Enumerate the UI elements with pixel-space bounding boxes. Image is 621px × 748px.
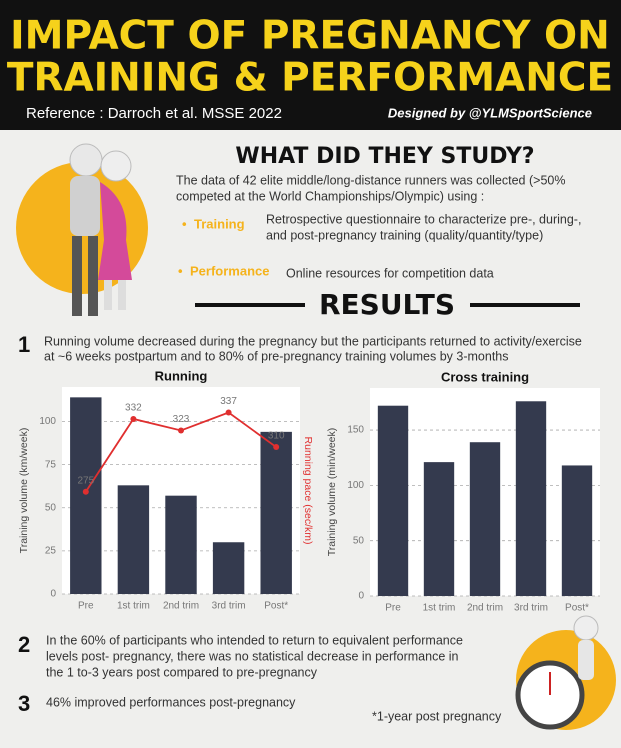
bar	[165, 495, 197, 594]
finding-line: levels post- pregnancy, there was no sta…	[46, 649, 459, 663]
chart-title: Running	[155, 368, 208, 383]
finding-line: In the 60% of participants who intended …	[46, 633, 463, 647]
y2-axis-label: Running pace (sec/km)	[302, 437, 314, 545]
x-tick-label: Post*	[565, 603, 589, 614]
title-line: IMPACT OF PREGNANCY ON	[10, 14, 610, 59]
bar	[117, 485, 150, 594]
bullet: •	[178, 263, 183, 278]
data-label: 275	[77, 475, 94, 486]
finding-number: 1	[18, 332, 30, 357]
y-tick-label: 100	[39, 416, 56, 427]
couple-illustration	[69, 143, 132, 316]
line-point	[82, 488, 89, 495]
x-tick-label: 2nd trim	[467, 603, 503, 614]
item-line: Online resources for competition data	[286, 266, 494, 280]
reference: Reference : Darroch et al. MSSE 2022	[26, 105, 282, 122]
x-tick-label: Pre	[78, 601, 94, 612]
y-tick-label: 150	[347, 425, 364, 436]
finding-line: the 1 to-3 years post compared to pre-pr…	[46, 665, 318, 679]
item-label: Training	[194, 216, 245, 231]
stopwatch-illustration	[515, 615, 616, 730]
data-label: 332	[125, 403, 142, 414]
intro-line: The data of 42 elite middle/long-distanc…	[176, 173, 565, 187]
header-band	[0, 0, 621, 130]
item-line: Retrospective questionnaire to character…	[266, 212, 581, 226]
finding-line: 46% improved performances post-pregnancy	[46, 695, 296, 709]
intro-line: competed at the World Championships/Olym…	[176, 189, 484, 203]
x-tick-label: Pre	[385, 603, 401, 614]
bullet: •	[182, 216, 187, 231]
data-label: 310	[268, 431, 285, 442]
bar	[212, 542, 245, 594]
finding-line: at ~6 weeks postpartum and to 80% of pre…	[44, 349, 509, 363]
item-label: Performance	[190, 263, 269, 278]
bar	[515, 401, 547, 596]
x-tick-label: 3rd trim	[212, 601, 246, 612]
x-tick-label: 1st trim	[423, 603, 456, 614]
data-label: 323	[173, 414, 190, 425]
finding-line: Running volume decreased during the preg…	[44, 334, 582, 348]
bar	[423, 462, 455, 596]
x-tick-label: Post*	[264, 601, 288, 612]
credit: Designed by @YLMSportScience	[388, 105, 592, 120]
section-heading: RESULTS	[319, 288, 455, 321]
line-point	[178, 427, 184, 434]
bar	[70, 397, 102, 594]
y-tick-label: 100	[347, 480, 364, 491]
bar	[377, 405, 409, 596]
bar	[260, 431, 292, 594]
finding-number: 3	[18, 691, 30, 716]
y-tick-label: 50	[353, 535, 365, 546]
title-line: TRAINING & PERFORMANCE	[7, 56, 613, 101]
y-tick-label: 0	[358, 591, 364, 602]
item-line: and post-pregnancy training (quality/qua…	[266, 228, 543, 242]
y-axis-label: Training volume (km/week)	[18, 428, 30, 554]
y-axis-label: Training volume (min/week)	[326, 428, 338, 557]
x-tick-label: 2nd trim	[163, 601, 199, 612]
y-tick-label: 0	[50, 589, 56, 600]
line-point	[225, 409, 232, 416]
line-point	[130, 415, 137, 422]
line-point	[273, 444, 280, 451]
data-label: 337	[220, 396, 237, 407]
chart-title: Cross training	[441, 369, 529, 384]
y-tick-label: 50	[45, 502, 57, 513]
y-tick-label: 75	[45, 459, 57, 470]
x-tick-label: 3rd trim	[514, 603, 548, 614]
finding-number: 2	[18, 632, 30, 657]
footnote: *1-year post pregnancy	[372, 709, 502, 723]
bar	[561, 465, 593, 596]
y-tick-label: 25	[45, 546, 57, 557]
section-heading: WHAT DID THEY STUDY?	[235, 144, 534, 169]
bar	[469, 442, 501, 596]
x-tick-label: 1st trim	[117, 601, 150, 612]
